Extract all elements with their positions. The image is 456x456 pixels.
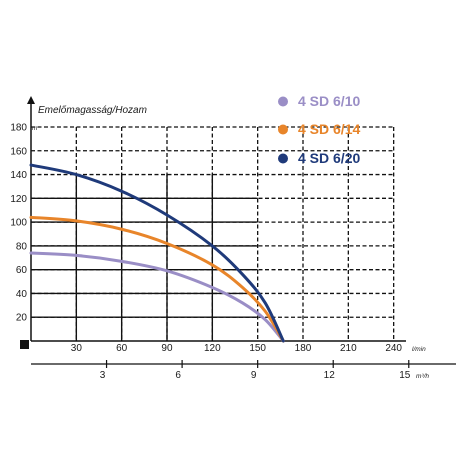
axes — [20, 96, 456, 368]
legend-marker-2 — [278, 153, 288, 164]
legend-label-0: 4 SD 6/10 — [298, 93, 360, 109]
x-tick-label: 180 — [295, 343, 312, 354]
grid — [31, 126, 395, 341]
series-line-0 — [29, 251, 285, 343]
y-tick-label: 40 — [16, 289, 28, 300]
y-tick-label: 20 — [16, 313, 28, 324]
x2-unit-label: m³/h — [416, 373, 429, 380]
x-tick-label: 120 — [204, 343, 221, 354]
y-tick-label: 80 — [16, 241, 28, 252]
x-tick-label: 150 — [249, 343, 266, 354]
x-tick-label: 60 — [116, 343, 128, 354]
series-line-1 — [29, 215, 285, 343]
legend: 4 SD 6/10 4 SD 6/14 4 SD 6/20 — [278, 93, 360, 166]
legend-marker-0 — [278, 96, 288, 107]
tick-labels: 20 40 60 80 100 120 140 160 180 m 30 60 90 120 150 180 2… — [10, 122, 429, 381]
x-unit-label: l/min — [412, 346, 426, 353]
y-tick-label: 160 — [10, 146, 27, 157]
x2-tick-label: 6 — [175, 370, 181, 381]
y-axis-label: Emelőmagasság/Hozam — [38, 105, 147, 116]
curves — [29, 163, 285, 343]
x2-tick-label: 12 — [324, 370, 336, 381]
legend-label-1: 4 SD 6/14 — [298, 121, 360, 137]
y-tick-label: 180 — [10, 122, 27, 133]
y-axis-arrow — [27, 96, 35, 104]
x-tick-label: 90 — [161, 343, 173, 354]
x-tick-label: 210 — [340, 343, 357, 354]
x2-tick-label: 9 — [251, 370, 257, 381]
x2-tick-label: 3 — [100, 370, 106, 381]
x-tick-label: 240 — [385, 343, 402, 354]
y-tick-label: 100 — [10, 218, 27, 229]
series-line-2 — [29, 163, 285, 343]
y-tick-label: 140 — [10, 170, 27, 181]
legend-marker-1 — [278, 124, 288, 135]
legend-label-2: 4 SD 6/20 — [298, 150, 360, 166]
y-tick-label: 60 — [16, 265, 28, 276]
origin-marker — [20, 340, 29, 349]
y-unit-label: m — [32, 125, 38, 132]
x2-tick-label: 15 — [399, 370, 411, 381]
x-tick-label: 30 — [71, 343, 83, 354]
y-tick-label: 120 — [10, 194, 27, 205]
